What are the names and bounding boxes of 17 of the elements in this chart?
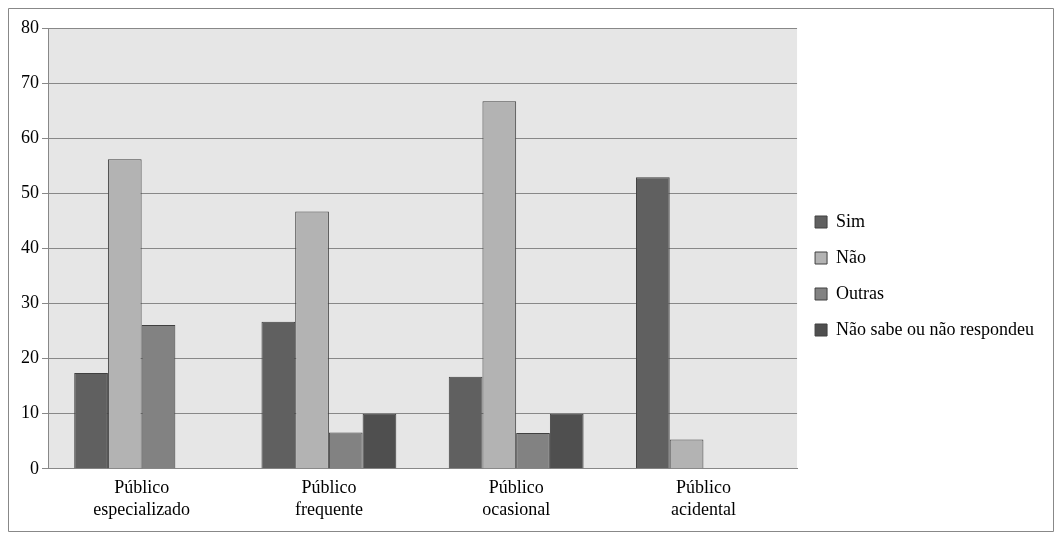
x-tick-label: Público frequente bbox=[294, 477, 363, 519]
y-tick-label: 60 bbox=[21, 126, 39, 147]
x-tick-label: Público ocasional bbox=[482, 477, 551, 519]
y-tick-label: 50 bbox=[21, 182, 39, 203]
x-tick-label: Público especializado bbox=[93, 477, 191, 519]
y-tick-label: 10 bbox=[21, 402, 39, 423]
y-tick-label: 70 bbox=[21, 71, 39, 92]
legend-label: Outras bbox=[836, 282, 885, 303]
y-tick-label: 20 bbox=[21, 347, 39, 368]
y-tick-label: 80 bbox=[21, 16, 39, 37]
y-tick-label: 40 bbox=[21, 237, 39, 258]
y-tick-label: 0 bbox=[30, 457, 39, 478]
legend-label: Não bbox=[836, 246, 867, 267]
legend-label: Sim bbox=[836, 210, 866, 231]
x-tick-label: Público acidental bbox=[670, 477, 736, 519]
legend-label: Não sabe ou não respondeu bbox=[836, 318, 1035, 339]
y-tick-label: 30 bbox=[21, 292, 39, 313]
